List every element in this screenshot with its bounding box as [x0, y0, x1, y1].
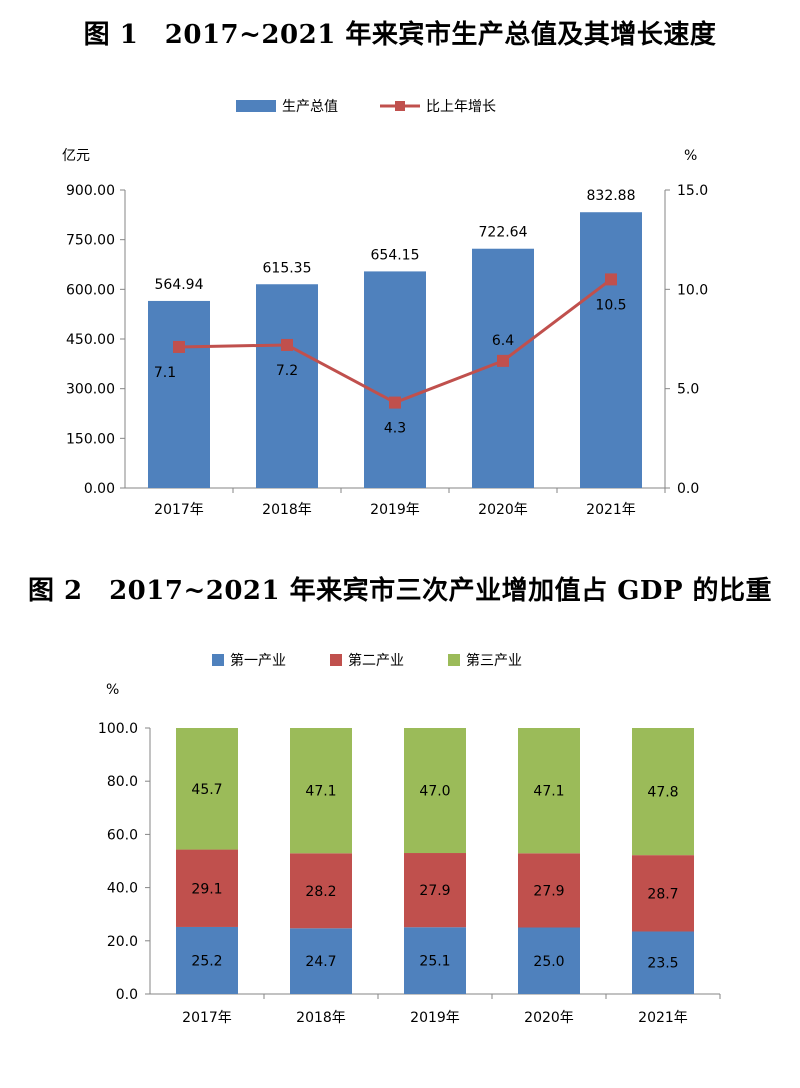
data-label-growth: 10.5	[595, 297, 626, 313]
data-label-2: 27.9	[419, 883, 450, 899]
data-label-gdp: 564.94	[155, 277, 204, 293]
data-label-growth: 6.4	[492, 333, 514, 349]
legend-label-2: 第二产业	[348, 652, 404, 669]
y-tick-label-left: 150.00	[66, 431, 115, 447]
bar-segment-1	[632, 931, 694, 994]
data-label-1: 25.1	[419, 954, 450, 970]
y-tick-label: 20.0	[107, 934, 138, 950]
data-label-3: 47.8	[647, 785, 678, 801]
legend-label-3: 第三产业	[466, 652, 522, 669]
y-tick-label-left: 300.00	[66, 382, 115, 398]
bar-segment-3	[404, 728, 466, 854]
bar-segment-2	[518, 853, 580, 928]
y-tick-label-left: 600.00	[66, 282, 115, 298]
y-tick-label-left: 900.00	[66, 183, 115, 199]
y-tick-label-left: 0.00	[84, 481, 115, 497]
data-label-growth: 7.2	[276, 363, 298, 379]
x-tick-label: 2018年	[262, 502, 312, 518]
data-label-2: 27.9	[533, 883, 564, 899]
data-label-growth: 4.3	[384, 421, 406, 437]
y-tick-label-left: 450.00	[66, 332, 115, 348]
y-axis-unit: %	[106, 682, 119, 698]
x-tick-label: 2021年	[586, 502, 636, 518]
data-label-1: 25.0	[533, 954, 564, 970]
data-label-gdp: 832.88	[587, 188, 636, 204]
bar-gdp	[148, 300, 210, 488]
y-tick-label: 100.0	[98, 721, 138, 737]
legend-swatch-gdp	[236, 100, 276, 112]
bar-gdp	[256, 284, 318, 488]
y-axis-unit-left: 亿元	[62, 148, 90, 164]
y-tick-label: 0.0	[116, 987, 138, 1003]
data-label-1: 25.2	[191, 953, 222, 969]
legend-label-growth: 比上年增长	[426, 99, 496, 115]
y-tick-label: 60.0	[107, 827, 138, 843]
industry-share-chart: 第一产业 第二产业 第三产业% 0.0 20.0 40.0 60.0 80.0 100.0 25.…	[98, 652, 721, 1026]
y-tick-label: 80.0	[107, 774, 138, 790]
x-tick-label: 2017年	[182, 1010, 232, 1026]
x-tick-label: 2020年	[524, 1010, 574, 1026]
bar-segment-2	[632, 855, 694, 932]
marker-growth	[173, 340, 185, 353]
chart2-title: 图 2 2017~2021 年来宾市三次产业增加值占 GDP 的比重	[27, 576, 773, 606]
y-tick-label-right: 0.0	[677, 481, 699, 497]
data-label-3: 45.7	[191, 782, 222, 798]
data-label-1: 23.5	[647, 956, 678, 972]
legend-swatch-1	[212, 654, 224, 666]
legend-swatch-2	[330, 654, 342, 666]
bar-segment-2	[404, 853, 466, 928]
x-tick-label: 2019年	[370, 502, 420, 518]
data-label-2: 28.2	[305, 884, 336, 900]
y-tick-label-right: 10.0	[677, 282, 708, 298]
data-label-2: 29.1	[191, 881, 222, 897]
bar-segment-3	[290, 728, 352, 854]
marker-growth	[605, 273, 617, 286]
legend-marker-growth	[395, 101, 405, 111]
legend-swatch-3	[448, 654, 460, 666]
data-label-gdp: 615.35	[263, 260, 312, 276]
chart1-title: 图 1 2017~2021 年来宾市生产总值及其增长速度	[83, 20, 717, 50]
marker-growth	[497, 354, 509, 367]
data-label-gdp: 654.15	[371, 247, 420, 263]
y-tick-label-left: 750.00	[66, 233, 115, 249]
legend-label-1: 第一产业	[230, 652, 286, 669]
marker-growth	[389, 396, 401, 409]
bar-segment-3	[176, 728, 238, 850]
bar-segment-3	[518, 728, 580, 854]
data-label-3: 47.0	[419, 784, 450, 800]
data-label-3: 47.1	[305, 784, 336, 800]
x-tick-label: 2019年	[410, 1010, 460, 1026]
data-label-3: 47.1	[533, 784, 564, 800]
bar-segment-3	[632, 728, 694, 856]
x-tick-label: 2017年	[154, 502, 204, 518]
data-label-gdp: 722.64	[479, 225, 528, 241]
y-tick-label: 40.0	[107, 881, 138, 897]
bar-segment-2	[176, 849, 238, 927]
bar-gdp	[364, 271, 426, 488]
y-tick-label-right: 5.0	[677, 382, 699, 398]
legend-label-gdp: 生产总值	[282, 99, 338, 115]
bar-segment-1	[290, 928, 352, 994]
x-tick-label: 2020年	[478, 502, 528, 518]
y-axis-unit-right: %	[684, 148, 697, 164]
bar-segment-1	[404, 927, 466, 994]
marker-growth	[281, 338, 293, 351]
bar-segment-1	[176, 926, 238, 994]
x-tick-label: 2018年	[296, 1010, 346, 1026]
bar-gdp	[580, 212, 642, 488]
x-tick-label: 2021年	[638, 1010, 688, 1026]
bar-segment-1	[518, 927, 580, 994]
data-label-2: 28.7	[647, 886, 678, 902]
bar-segment-2	[290, 853, 352, 929]
y-tick-label-right: 15.0	[677, 183, 708, 199]
data-label-growth: 7.1	[154, 365, 176, 381]
data-label-1: 24.7	[305, 954, 336, 970]
